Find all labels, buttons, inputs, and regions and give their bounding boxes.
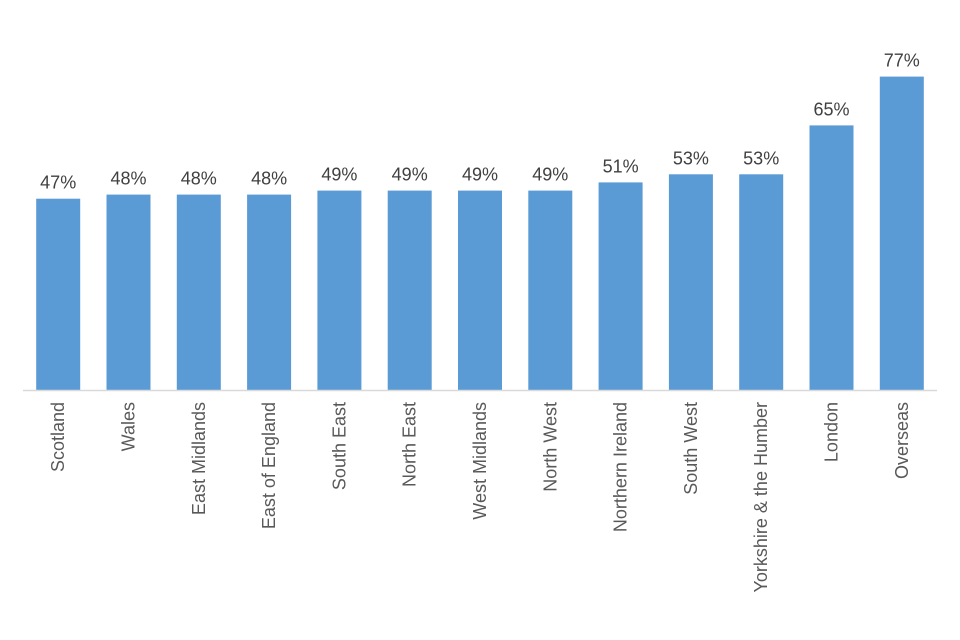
bars-group xyxy=(36,76,924,391)
bar-south-east xyxy=(317,190,362,390)
category-label-north-west: North West xyxy=(540,402,560,492)
category-label-london: London xyxy=(822,402,842,462)
bar-north-east xyxy=(387,190,432,390)
category-label-scotland: Scotland xyxy=(48,402,68,472)
category-label-yorkshire-and-the-humber: Yorkshire & the Humber xyxy=(751,402,771,592)
value-label-west-midlands: 49% xyxy=(462,165,498,185)
category-label-south-east: South East xyxy=(329,402,349,490)
category-label-west-midlands: West Midlands xyxy=(470,402,490,520)
bar-northern-ireland xyxy=(598,182,643,390)
category-label-east-of-england: East of England xyxy=(259,402,279,529)
category-label-wales: Wales xyxy=(119,402,139,451)
bar-north-west xyxy=(528,190,573,390)
bar-south-west xyxy=(668,174,713,390)
bar-wales xyxy=(106,194,151,390)
category-labels-group: Scotland Wales East Midlands East of Englan… xyxy=(48,402,912,592)
bar-overseas xyxy=(879,76,924,390)
value-label-north-east: 49% xyxy=(392,165,428,185)
value-label-overseas: 77% xyxy=(884,51,920,71)
value-label-east-midlands: 48% xyxy=(181,169,217,189)
bar-yorkshire-and-the-humber xyxy=(739,174,784,390)
value-label-yorkshire-and-the-humber: 53% xyxy=(743,148,779,168)
value-label-scotland: 47% xyxy=(40,173,76,193)
bar-east-midlands xyxy=(176,194,221,390)
bar-scotland xyxy=(36,198,81,390)
value-label-wales: 48% xyxy=(110,169,146,189)
bar-east-of-england xyxy=(247,194,292,390)
category-label-east-midlands: East Midlands xyxy=(189,402,209,515)
value-label-south-east: 49% xyxy=(321,165,357,185)
value-label-northern-ireland: 51% xyxy=(603,156,639,176)
value-label-south-west: 53% xyxy=(673,148,709,168)
category-label-northern-ireland: Northern Ireland xyxy=(611,402,631,532)
category-label-south-west: South West xyxy=(681,402,701,495)
bar-west-midlands xyxy=(458,190,502,390)
bar-london xyxy=(809,125,854,391)
value-label-north-west: 49% xyxy=(532,165,568,185)
category-label-overseas: Overseas xyxy=(892,402,912,479)
value-labels-group: 47% 48% 48% 48% 49% 49% 49% 49% 51% 53% 53% 65% 77% xyxy=(40,51,920,193)
category-label-north-east: North East xyxy=(400,402,420,487)
value-label-london: 65% xyxy=(813,99,849,119)
value-label-east-of-england: 48% xyxy=(251,169,287,189)
